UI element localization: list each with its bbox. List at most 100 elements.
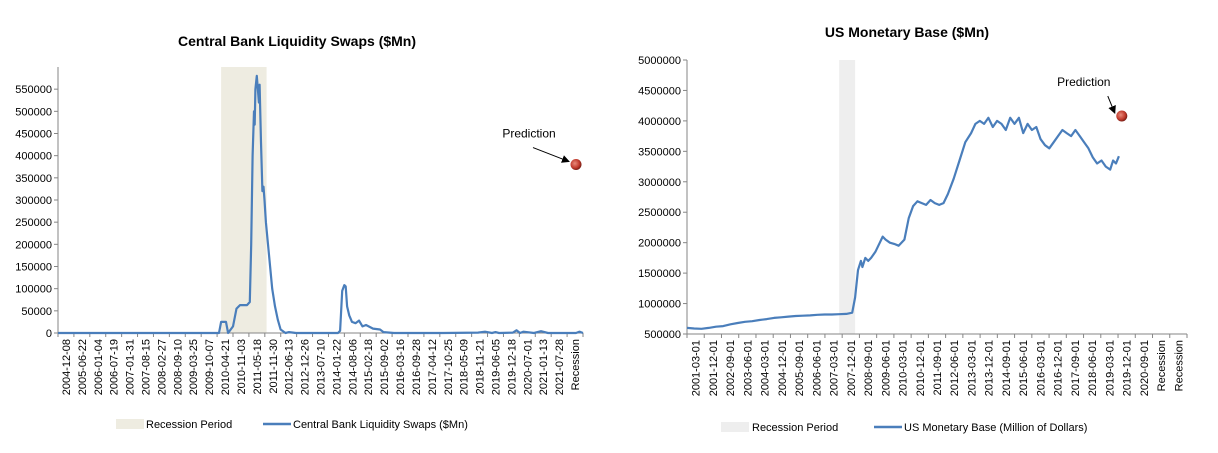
x-tick-label: 2014-01-22 bbox=[331, 339, 343, 395]
y-tick-label: 200000 bbox=[15, 239, 52, 251]
x-tick-label: 2009-10-07 bbox=[204, 339, 216, 395]
x-tick-label: 2016-03-16 bbox=[395, 339, 407, 395]
y-tick-label: 500000 bbox=[644, 329, 681, 341]
x-tick-label: 2017-10-25 bbox=[443, 339, 455, 395]
y-tick-label: 400000 bbox=[15, 151, 52, 163]
x-tick-label: 2021-01-13 bbox=[538, 339, 550, 395]
x-tick-label: 2015-09-02 bbox=[379, 339, 391, 395]
y-tick-label: 350000 bbox=[15, 173, 52, 185]
x-tick-label: 2015-06-01 bbox=[1018, 340, 1030, 396]
x-tick-label: 2016-09-28 bbox=[411, 339, 423, 395]
prediction-label: Prediction bbox=[502, 127, 555, 141]
legend-label-series: US Monetary Base (Million of Dollars) bbox=[904, 422, 1087, 434]
x-tick-label: 2010-04-21 bbox=[220, 339, 232, 395]
x-tick-label: 2001-12-01 bbox=[708, 340, 720, 396]
x-tick-label: 2019-12-18 bbox=[506, 339, 518, 395]
y-tick-label: 4000000 bbox=[638, 116, 681, 128]
x-tick-label: 2009-03-25 bbox=[188, 339, 200, 395]
x-tick-label: 2007-01-31 bbox=[125, 339, 137, 395]
y-tick-label: 5000000 bbox=[638, 55, 681, 67]
x-tick-label: 2017-04-12 bbox=[427, 339, 439, 395]
legend-swatch-recession bbox=[116, 419, 144, 429]
y-tick-label: 150000 bbox=[15, 262, 52, 274]
x-tick-label: 2010-03-01 bbox=[898, 340, 910, 396]
x-tick-label: 2019-12-01 bbox=[1122, 340, 1134, 396]
x-tick-label: 2005-09-01 bbox=[794, 340, 806, 396]
prediction-arrow bbox=[532, 147, 570, 163]
x-tick-label: 2005-06-22 bbox=[77, 339, 89, 395]
x-tick-label: 2012-06-13 bbox=[284, 339, 296, 395]
chart-2: US Monetary Base ($Mn) 500000 1000000 15000… bbox=[638, 24, 1188, 434]
chart-1: Central Bank Liquidity Swaps ($Mn) 0 50000… bbox=[15, 33, 584, 431]
x-tick-label: 2008-09-10 bbox=[172, 339, 184, 395]
chart-title: Central Bank Liquidity Swaps ($Mn) bbox=[178, 33, 416, 49]
x-tick-label: 2016-12-01 bbox=[1053, 340, 1065, 396]
x-tick-label: 2009-06-01 bbox=[880, 340, 892, 396]
y-tick-label: 550000 bbox=[15, 84, 52, 96]
x-tick-label: 2012-12-26 bbox=[300, 339, 312, 395]
x-tick-label: 2007-08-15 bbox=[141, 339, 153, 395]
x-tick-label: Recession bbox=[1156, 340, 1168, 391]
x-tick-label: 2008-09-01 bbox=[863, 340, 875, 396]
legend-label-recession: Recession Period bbox=[146, 419, 232, 431]
x-tick-label: 2016-03-01 bbox=[1035, 340, 1047, 396]
x-tick-label: 2010-12-01 bbox=[915, 340, 927, 396]
x-tick-label: 2007-03-01 bbox=[829, 340, 841, 396]
x-tick-label: 2019-06-05 bbox=[491, 339, 503, 395]
x-tick-label: Recession bbox=[1173, 340, 1185, 391]
x-tick-label: 2020-09-01 bbox=[1139, 340, 1151, 396]
x-tick-label: 2001-03-01 bbox=[691, 340, 703, 396]
y-tick-label: 2500000 bbox=[638, 207, 681, 219]
x-tick-label: 2018-05-09 bbox=[459, 339, 471, 395]
x-tick-label: 2006-07-19 bbox=[109, 339, 121, 395]
x-tick-label: 2011-05-18 bbox=[252, 339, 264, 394]
y-tick-label: 500000 bbox=[15, 106, 52, 118]
y-tick-label: 3000000 bbox=[638, 177, 681, 189]
y-tick-label: 250000 bbox=[15, 217, 52, 229]
recession-shading bbox=[839, 60, 856, 334]
x-tick-label: 2011-11-30 bbox=[268, 339, 280, 394]
x-tick-label: 2004-03-01 bbox=[760, 340, 772, 396]
x-tick-label: 2003-06-01 bbox=[742, 340, 754, 396]
x-tick-label: 2006-06-01 bbox=[811, 340, 823, 396]
series-line bbox=[58, 74, 584, 335]
x-tick-label: 2012-06-01 bbox=[949, 340, 961, 396]
x-tick-label: 2018-11-21 bbox=[475, 339, 487, 394]
x-tick-label: 2021-07-28 bbox=[554, 339, 566, 395]
legend-swatch-recession bbox=[721, 422, 749, 432]
x-tick-label: 2004-12-08 bbox=[61, 339, 73, 395]
prediction-point bbox=[1116, 110, 1128, 122]
x-tick-label: Recession bbox=[570, 339, 582, 390]
x-tick-label: 2018-06-01 bbox=[1087, 340, 1099, 396]
x-tick-label: 2017-09-01 bbox=[1070, 340, 1082, 396]
legend: Recession Period US Monetary Base (Millio… bbox=[721, 422, 1087, 434]
y-tick-label: 2000000 bbox=[638, 238, 681, 250]
x-tick-label: 2013-07-10 bbox=[316, 339, 328, 395]
y-tick-label: 50000 bbox=[21, 306, 52, 318]
x-tick-label: 2013-03-01 bbox=[966, 340, 978, 396]
x-tick-label: 2015-02-18 bbox=[363, 339, 375, 395]
x-tick-label: 2019-03-01 bbox=[1104, 340, 1116, 396]
prediction-label: Prediction bbox=[1057, 75, 1110, 89]
x-tick-label: 2008-02-27 bbox=[156, 339, 168, 395]
y-tick-label: 100000 bbox=[15, 284, 52, 296]
legend-label-series: Central Bank Liquidity Swaps ($Mn) bbox=[293, 419, 468, 431]
prediction-point bbox=[570, 159, 582, 171]
x-tick-label: 2011-09-01 bbox=[932, 340, 944, 395]
x-tick-label: 2014-09-01 bbox=[1001, 340, 1013, 396]
y-tick-label: 0 bbox=[46, 328, 52, 340]
x-tick-label: 2013-12-01 bbox=[984, 340, 996, 396]
x-tick-label: 2010-11-03 bbox=[236, 339, 248, 394]
x-tick-label: 2020-07-01 bbox=[522, 339, 534, 395]
y-tick-label: 450000 bbox=[15, 129, 52, 141]
series-line bbox=[686, 116, 1120, 330]
x-tick-label: 2004-12-01 bbox=[777, 340, 789, 396]
legend: Recession Period Central Bank Liquidity S… bbox=[116, 419, 468, 431]
y-tick-label: 1000000 bbox=[638, 299, 681, 311]
y-tick-label: 4500000 bbox=[638, 85, 681, 97]
y-tick-label: 1500000 bbox=[638, 268, 681, 280]
chart-title: US Monetary Base ($Mn) bbox=[825, 24, 989, 40]
recession-shading bbox=[221, 67, 267, 333]
legend-label-recession: Recession Period bbox=[752, 422, 838, 434]
